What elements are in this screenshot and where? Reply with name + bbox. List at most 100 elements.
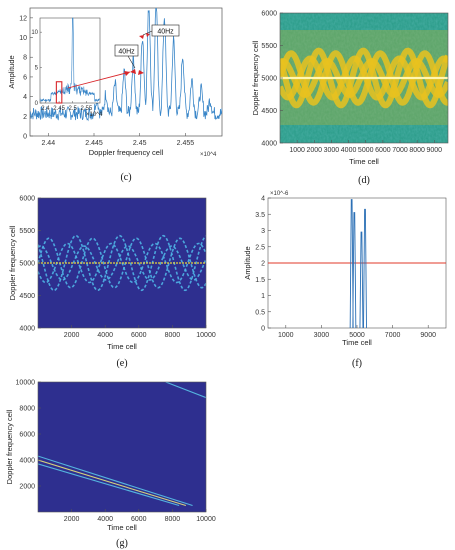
spike-mark — [363, 208, 367, 329]
annotation-40hz-upper: 40Hz — [139, 24, 180, 39]
y-tick-label: 8000 — [19, 406, 35, 413]
signal-trace — [38, 463, 180, 507]
inset-y-tick-label: 0 — [35, 101, 39, 107]
panel-f-y-ticks: 0 0.5 1 1.5 2 2.5 3 3.5 4 — [255, 196, 271, 333]
signal-trace — [280, 55, 448, 101]
x-tick-label: 9000 — [426, 147, 442, 154]
y-tick-label: 6000 — [261, 11, 277, 18]
y-tick-label: 4000 — [261, 141, 277, 148]
panel-c-label: (c) — [120, 172, 131, 183]
panel-e-y-label: Doppler frequency cell — [8, 225, 17, 300]
panel-d-y-ticks: 4000 4500 5000 5500 6000 — [261, 11, 283, 148]
panel-f-spikes — [349, 199, 367, 329]
signal-trace — [38, 245, 206, 281]
inset-x-tick-label: 2.4 — [41, 106, 50, 112]
inset-x-tick-label: 2.55 — [81, 106, 93, 112]
y-tick-label: 4500 — [19, 293, 35, 300]
x-tick-label: 6000 — [375, 147, 391, 154]
x-tick-label: 8000 — [165, 332, 181, 339]
x-tick-label: 4000 — [341, 147, 357, 154]
y-tick-label: 6000 — [19, 196, 35, 203]
panel-g-x-label: Time cell — [107, 523, 137, 532]
y-tick-label: 3 — [261, 228, 265, 235]
signal-trace — [38, 459, 187, 507]
panel-e-signal-traces — [38, 234, 206, 292]
annotation-40hz-lower: 40Hz — [114, 44, 144, 75]
y-tick-label: 4500 — [261, 108, 277, 115]
panel-g-heatmap-bg — [38, 382, 206, 512]
signal-trace — [38, 237, 206, 289]
x-tick-label: 1000 — [289, 147, 305, 154]
x-tick-label: 2.44 — [41, 140, 55, 147]
x-tick-label: 6000 — [131, 332, 147, 339]
signal-trace — [38, 234, 206, 292]
panel-f-y-exponent: ×10^-6 — [270, 191, 289, 197]
y-tick-label: 2.5 — [255, 244, 265, 251]
y-tick-label: 5500 — [19, 228, 35, 235]
inset-y-tick-label: 5 — [35, 66, 39, 72]
x-tick-label: 2.45 — [133, 140, 147, 147]
panel-d-signal-traces — [280, 47, 448, 109]
panel-d-label: (d) — [358, 175, 370, 186]
x-tick-label: 8000 — [409, 147, 425, 154]
panel-e-label: (e) — [116, 358, 127, 369]
x-tick-label: 3000 — [314, 332, 330, 339]
panel-c-y-ticks: 0 2 4 6 8 10 12 — [19, 15, 33, 141]
inset-ticks: 2.4 2.45 2.5 2.55 0 5 10 — [31, 30, 93, 112]
annotation-40hz-upper-label: 40Hz — [157, 29, 174, 36]
y-tick-label: 0 — [261, 326, 265, 333]
panel-g-x-ticks: 2000 4000 6000 8000 10000 — [64, 509, 216, 523]
inset-x-tick-label: 2.5 — [69, 106, 78, 112]
panel-g-y-ticks: 2000 4000 6000 8000 10000 — [16, 380, 41, 491]
y-tick-label: 5500 — [261, 43, 277, 50]
panel-e-x-ticks: 2000 4000 6000 8000 10000 — [64, 325, 216, 339]
annotation-40hz-lower-label: 40Hz — [118, 49, 135, 56]
y-tick-label: 10 — [19, 35, 27, 42]
x-tick-label: 8000 — [165, 516, 181, 523]
y-tick-label: 1 — [261, 293, 265, 300]
y-tick-label: 5000 — [261, 76, 277, 83]
panel-c-inset: 2.4 2.45 2.5 2.55 0 5 10 ×10^4 — [31, 17, 103, 118]
y-tick-label: 0.5 — [255, 309, 265, 316]
panel-f-y-label: Amplitude — [243, 246, 252, 279]
inset-y-tick-label: 10 — [31, 30, 38, 36]
panel-c-y-label: Amplitude — [7, 55, 16, 88]
x-tick-label: 4000 — [97, 332, 113, 339]
panel-f-x-label: Time cell — [342, 338, 372, 347]
panel-d-y-label: Doppler frequency cell — [251, 40, 260, 115]
spike-mark — [349, 199, 354, 329]
spike-mark — [359, 231, 364, 329]
zoom-arrow-head — [124, 71, 130, 76]
panel-c-spectrum-line — [30, 8, 222, 122]
y-tick-label: 4 — [23, 94, 27, 101]
panel-e: 4000 4500 5000 5500 6000 2000 4000 6000 8000 100… — [8, 196, 216, 370]
panel-c-x-label: Doppler frequency cell — [89, 148, 164, 157]
y-tick-label: 4000 — [19, 458, 35, 465]
y-tick-label: 12 — [19, 15, 27, 22]
x-tick-label: 4000 — [97, 516, 113, 523]
panel-g-y-label: Doppler frequency cell — [5, 409, 14, 484]
y-tick-label: 6000 — [19, 432, 35, 439]
x-tick-label: 3000 — [324, 147, 340, 154]
x-tick-label: 10000 — [196, 332, 216, 339]
y-tick-label: 2 — [23, 114, 27, 121]
y-tick-label: 3.5 — [255, 212, 265, 219]
signal-trace — [280, 47, 448, 109]
inset-highlight-box — [55, 81, 63, 104]
y-tick-label: 5000 — [19, 261, 35, 268]
x-tick-label: 2.445 — [85, 140, 103, 147]
x-tick-label: 7000 — [385, 332, 401, 339]
x-tick-label: 2000 — [64, 516, 80, 523]
panel-g-label: (g) — [116, 538, 128, 549]
panel-d-x-ticks: 1000 2000 3000 4000 5000 6000 7000 8000 9000 — [289, 140, 442, 154]
zoom-arrow — [67, 71, 131, 89]
signal-trace — [38, 455, 193, 507]
x-tick-label: 9000 — [420, 332, 436, 339]
x-tick-label: 2000 — [306, 147, 322, 154]
x-tick-label: 10000 — [196, 516, 216, 523]
x-tick-label: 5000 — [358, 147, 374, 154]
panel-c-x-ticks: 2.44 2.445 2.45 2.455 — [41, 133, 194, 147]
